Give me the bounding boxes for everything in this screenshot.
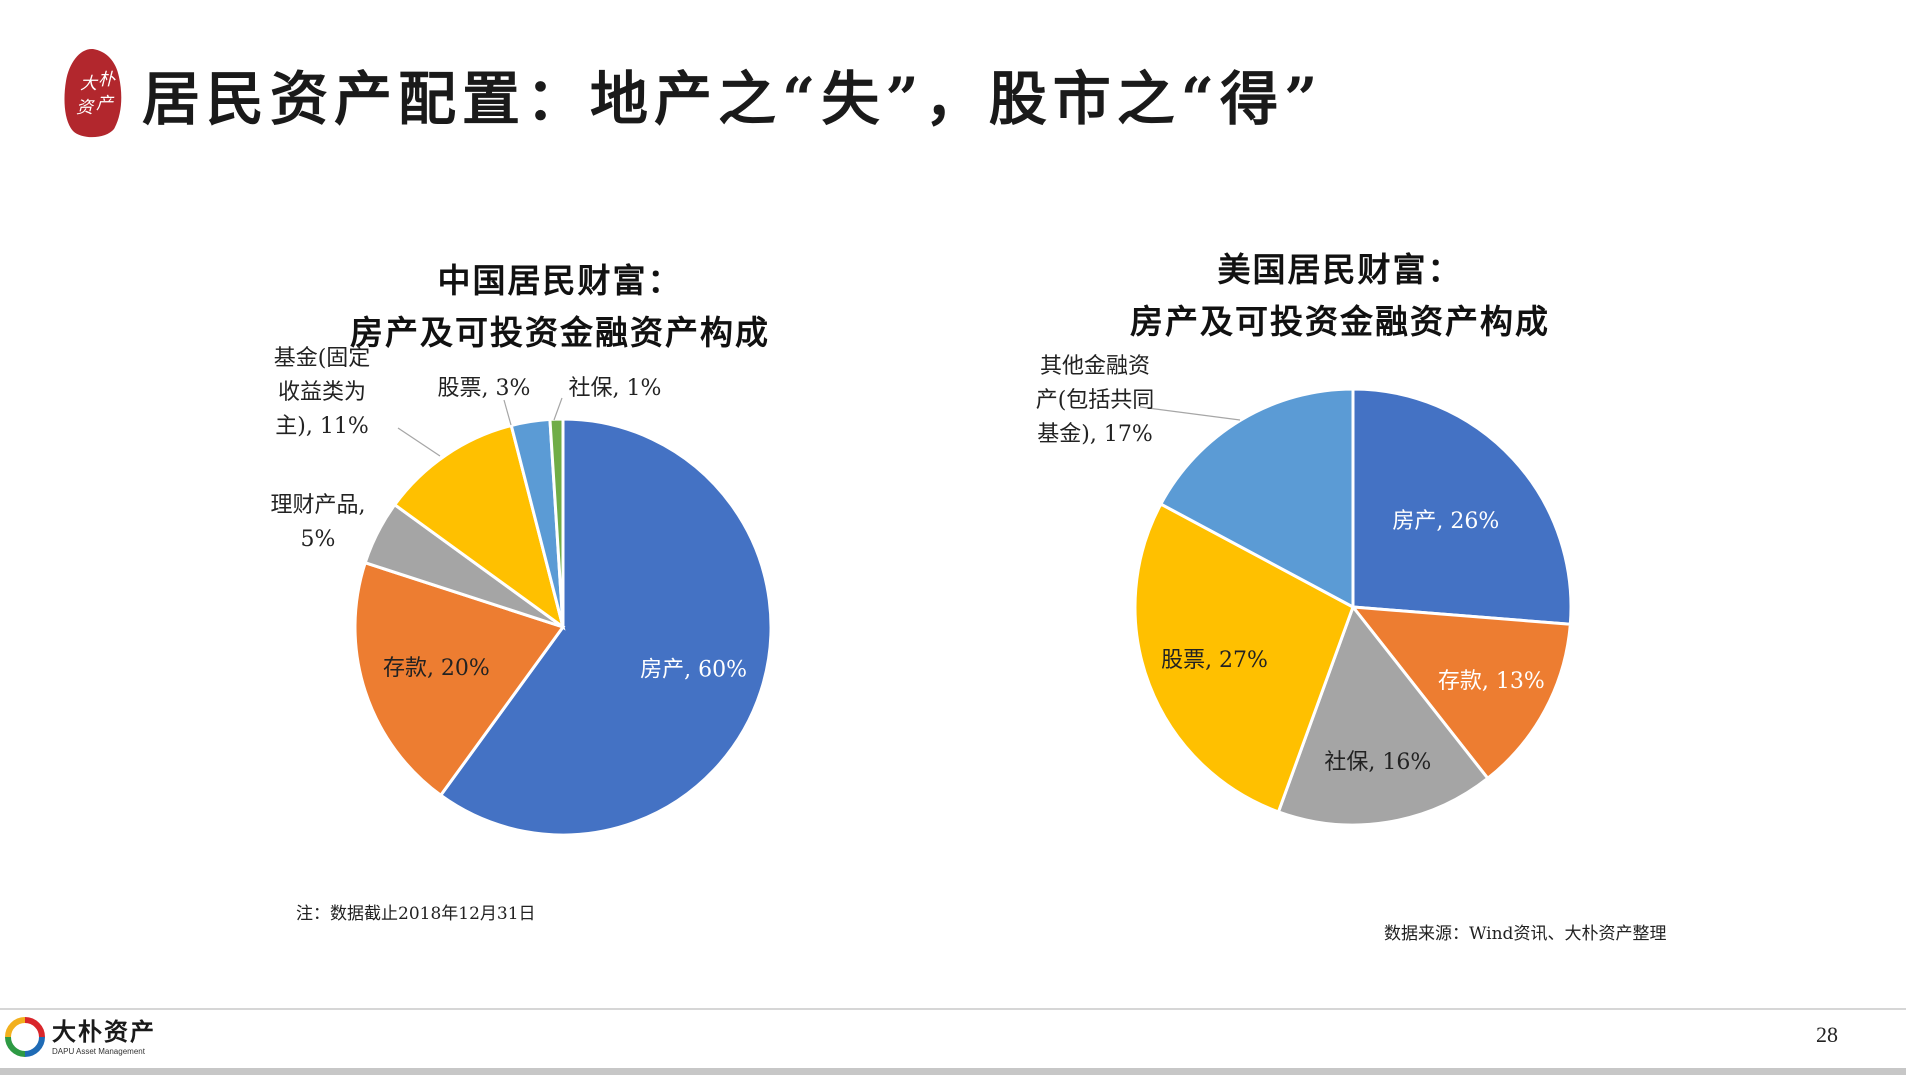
footer-company-name-en: DAPU Asset Management xyxy=(52,1047,145,1056)
svg-text:大: 大 xyxy=(80,74,99,94)
footer-company-name-cn: 大朴资产 xyxy=(52,1018,156,1046)
page-title: 居民资产配置：地产之“失”，股市之“得” xyxy=(142,65,1324,133)
page-number: 28 xyxy=(1816,1022,1838,1047)
china-leader-line-4 xyxy=(503,399,512,426)
footer-company-logo: 大朴资产 DAPU Asset Management xyxy=(4,1016,156,1058)
us-pie-slice-4 xyxy=(1158,387,1355,610)
footer-divider xyxy=(0,1008,1906,1010)
us-pie-slice-2 xyxy=(1276,603,1490,827)
china-slice-label-5: 社保, 1% xyxy=(569,376,662,401)
us-pie-slice-1 xyxy=(1349,605,1572,781)
china-slice-label-1: 存款, 20% xyxy=(383,656,490,681)
us-chart-title-line1: 美国居民财富： xyxy=(1217,250,1463,289)
us-slice-label-4: 其他金融资产(包括共同基金), 17% xyxy=(1036,354,1155,447)
china-slice-label-4: 股票, 3% xyxy=(438,376,531,401)
us-chart-title-line2: 房产及可投资金融资产构成 xyxy=(1130,302,1550,341)
china-slice-label-2: 理财产品, 5% xyxy=(271,493,366,552)
china-pie-slice-3 xyxy=(392,423,566,631)
china-pie-slice-0 xyxy=(438,417,773,837)
china-chart-title-line2: 房产及可投资金融资产构成 xyxy=(350,313,770,352)
us-pie-slice-0 xyxy=(1351,387,1573,626)
footer-bottom-bar xyxy=(0,1068,1906,1075)
china-pie-slice-1 xyxy=(353,560,566,798)
company-seal-logo: 大 朴 资 产 xyxy=(64,48,122,138)
us-leader-line-4 xyxy=(1139,406,1241,421)
china-pie-slice-5 xyxy=(548,417,565,628)
us-slice-label-2: 社保, 16% xyxy=(1324,750,1431,775)
company-ring-icon xyxy=(5,1017,45,1057)
china-slice-label-3: 基金(固定收益类为主), 11% xyxy=(274,346,371,439)
us-slice-label-1: 存款, 13% xyxy=(1438,669,1545,694)
us-pie-slice-3 xyxy=(1133,502,1355,814)
svg-text:资: 资 xyxy=(76,98,95,118)
svg-text:产: 产 xyxy=(96,94,115,114)
us-chart-title: 美国居民财富： 房产及可投资金融资产构成 xyxy=(1080,244,1600,348)
china-slice-label-0: 房产, 60% xyxy=(640,657,747,682)
us-chart-source-note: 数据来源：Wind资讯、大朴资产整理 xyxy=(1384,924,1667,944)
slide-header: 大 朴 资 产 居民资产配置：地产之“失”，股市之“得” xyxy=(62,44,1323,144)
us-slice-label-0: 房产, 26% xyxy=(1392,509,1499,534)
china-leader-line-5 xyxy=(553,397,563,421)
china-chart-title-line1: 中国居民财富： xyxy=(437,261,683,300)
svg-text:朴: 朴 xyxy=(98,70,116,90)
china-chart-title: 中国居民财富： 房产及可投资金融资产构成 xyxy=(300,255,820,359)
china-chart-note: 注：数据截止2018年12月31日 xyxy=(296,904,536,924)
us-slice-label-3: 股票, 27% xyxy=(1161,648,1268,673)
china-leader-line-3 xyxy=(397,427,441,457)
